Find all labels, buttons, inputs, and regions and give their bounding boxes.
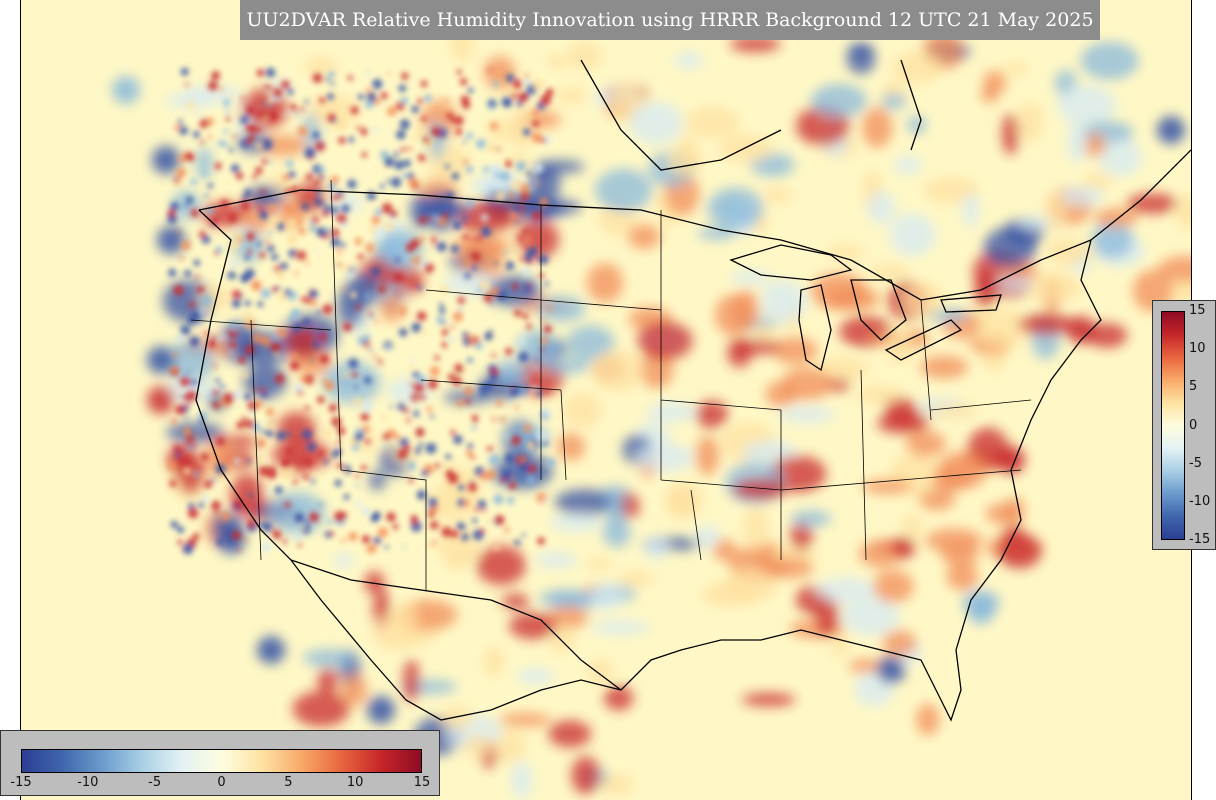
lake-huron [850,279,907,341]
map-panel [20,0,1192,800]
colorbar-tick-label: 5 [284,775,293,790]
us-outline [195,149,1191,722]
colorbar-tick-label: -10 [77,775,99,790]
canada-border [198,189,1092,301]
colorbar-tick-label: 5 [1189,379,1198,395]
colorbar-tick-label: 0 [217,775,226,790]
lake-erie [884,319,963,361]
colorbar-tick-label: 10 [1189,341,1206,357]
lake-superior [729,244,853,281]
colorbar-tick-label: 15 [1189,303,1206,318]
innovation-field-soft [112,27,1191,800]
map-title: UU2DVAR Relative Humidity Innovation usi… [240,0,1100,40]
colorbar-tick-label: 0 [1189,417,1198,433]
hudson-bay-edge [580,59,922,171]
colorbar-vertical-gradient [1161,311,1185,540]
coastlines-and-borders [190,59,1191,722]
colorbar-horizontal: -15 -10 -5 0 5 10 15 [0,730,440,796]
colorbar-tick-label: -5 [148,775,162,790]
colorbar-vertical: 15 10 5 0 -5 -10 -15 [1152,300,1216,550]
colorbar-horizontal-gradient [21,749,422,773]
colorbar-tick-label: -5 [1189,455,1202,471]
colorbar-tick-label: -15 [10,775,32,790]
innovation-field-detail [166,67,556,555]
colorbar-tick-label: -10 [1189,493,1211,509]
colorbar-tick-label: 10 [346,775,364,790]
humidity-innovation-map [112,27,1191,800]
colorbar-tick-label: -15 [1189,532,1211,547]
mexico-border [290,559,622,691]
state-lines [190,179,1032,590]
colorbar-tick-label: 15 [413,775,431,790]
lake-ontario [940,294,1002,313]
lake-michigan [798,284,832,372]
